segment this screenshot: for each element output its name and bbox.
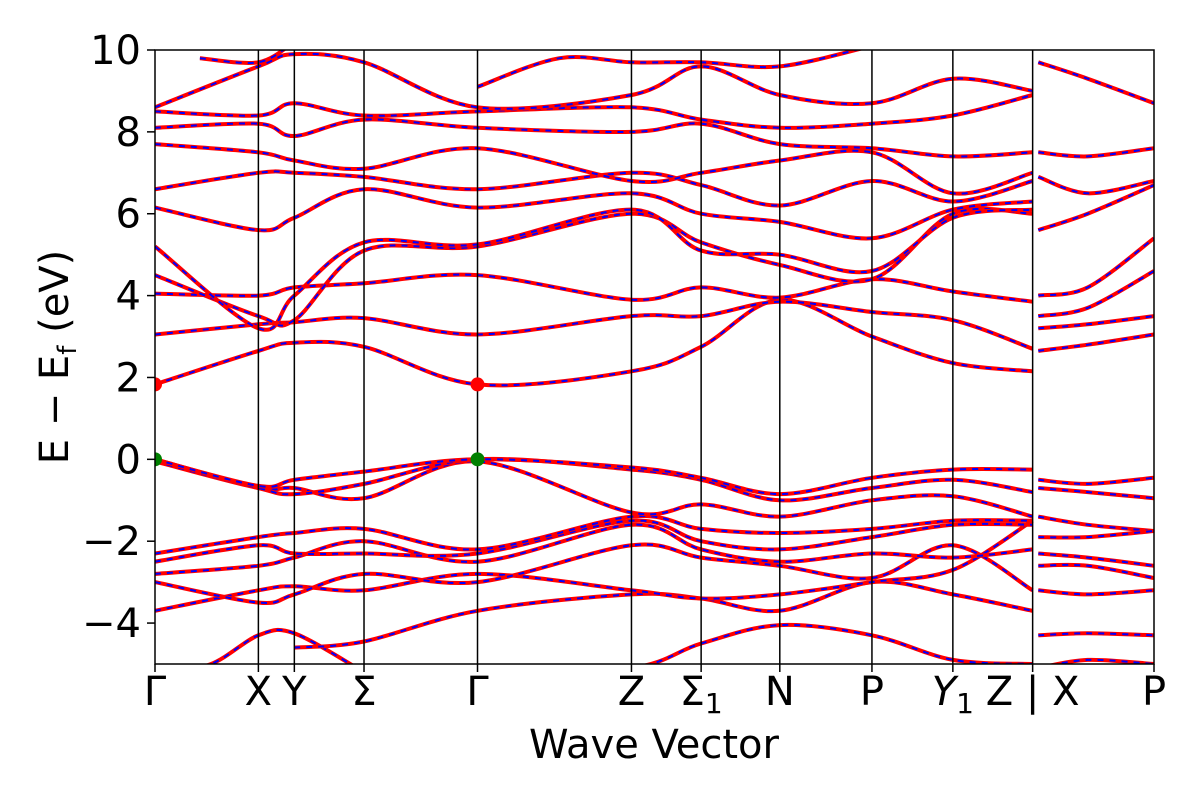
band-line-overlay: [1038, 563, 1154, 579]
band-line-overlay: [155, 515, 1033, 555]
y-axis-label: E − Ef (eV): [32, 250, 83, 465]
band-edge-marker: [470, 452, 485, 467]
kpoint-label: P: [1142, 669, 1166, 715]
kpoint-lines: [257, 50, 1034, 664]
band-line: [1037, 236, 1154, 298]
y-axis-label-unit: (eV): [32, 250, 78, 346]
band-line-overlay: [1038, 476, 1154, 485]
band-line-overlay: [1038, 632, 1154, 637]
y-tick-label: 0: [116, 437, 141, 483]
band-line: [155, 459, 1034, 519]
band-line-overlay: [155, 52, 1033, 110]
plot-frame: [154, 49, 1155, 665]
band-line-overlay: [155, 460, 1033, 518]
kpoint-label: Γ: [144, 669, 167, 715]
band-edge-marker: [470, 377, 485, 392]
band-line-overlay: [477, 50, 860, 88]
kpoint-label: P: [860, 669, 884, 715]
band-line: [155, 514, 1033, 556]
band-line-overlay: [1038, 589, 1154, 596]
band-line: [155, 169, 1034, 208]
y-tick-label: 2: [116, 355, 141, 401]
x-axis-label: Wave Vector: [529, 722, 780, 768]
band-line-overlay: [1038, 270, 1154, 318]
band-line-overlay: [1038, 530, 1154, 539]
y-tick-label: 4: [116, 274, 141, 320]
band-line-overlay: [1038, 487, 1154, 500]
x-ticks: Γ X Y Σ Γ Z Σ1 N P Y1 Z | X P: [144, 664, 1166, 720]
band-edge-marker: [155, 377, 162, 392]
band-line-overlay: [1038, 147, 1154, 158]
band-line-overlay: [646, 623, 1033, 664]
kpoint-label: Z: [618, 669, 645, 715]
y-ticks: −4 −2 0 2 4 6 8 10: [82, 28, 155, 647]
kpoint-label: Γ: [466, 669, 489, 715]
band-line: [476, 50, 864, 89]
band-line-overlay: [155, 207, 1033, 327]
y-axis-label-main: E − E: [32, 355, 78, 465]
band-line-overlay: [155, 298, 1033, 387]
band-line-overlay: [155, 458, 1033, 496]
y-tick-label: −2: [82, 519, 141, 565]
band-line-overlay: [199, 50, 285, 64]
band-line: [155, 117, 1033, 159]
band-line-overlay: [155, 208, 1033, 331]
band-line-overlay: [1038, 333, 1154, 352]
band-line: [155, 522, 1033, 576]
y-tick-label: 6: [116, 192, 141, 238]
band-line-overlay: [155, 300, 1033, 350]
band-line-overlay: [1052, 658, 1154, 664]
band-line: [155, 207, 1033, 332]
band-line-overlay: [1037, 184, 1154, 232]
band-line: [294, 579, 1033, 650]
band-line-overlay: [155, 118, 1033, 158]
y-tick-label: 8: [116, 110, 141, 156]
band-line-overlay: [155, 519, 1033, 563]
band-line-overlay: [155, 188, 1033, 240]
band-line-overlay: [155, 543, 1034, 605]
band-line-overlay: [155, 273, 1033, 303]
band-line-overlay: [1038, 515, 1154, 532]
band-line-overlay: [1037, 61, 1154, 105]
kpoint-label: Y: [281, 669, 307, 715]
kpoint-label: X: [245, 669, 272, 715]
band-line: [1038, 562, 1154, 580]
band-line: [155, 142, 1034, 196]
band-line-overlay: [155, 457, 1033, 502]
bands-layer: [155, 50, 1154, 664]
kpoint-label: Z | X: [986, 669, 1080, 715]
band-line-overlay: [1038, 237, 1154, 297]
band-line-overlay: [155, 94, 1033, 129]
kpoint-label: Σ: [351, 669, 376, 715]
kpoint-label: Y1: [932, 669, 974, 720]
kpoint-label: Σ1: [680, 669, 723, 720]
y-tick-label: 10: [90, 28, 141, 74]
band-line-overlay: [1037, 175, 1154, 195]
markers-layer: [155, 377, 485, 467]
band-line-overlay: [1038, 552, 1154, 567]
y-tick-label: −4: [82, 601, 141, 647]
band-line-overlay: [155, 519, 1034, 612]
band-line-overlay: [1038, 315, 1154, 330]
band-edge-marker: [155, 452, 162, 467]
kpoint-label: N: [765, 669, 795, 715]
band-line-overlay: [294, 580, 1033, 649]
y-axis-label-sub: f: [53, 345, 83, 355]
